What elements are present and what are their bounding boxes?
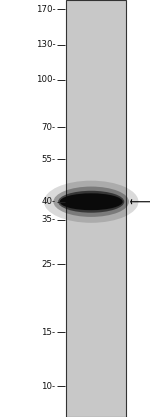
- Text: 170-: 170-: [36, 5, 56, 14]
- Ellipse shape: [44, 181, 138, 223]
- Text: 15-: 15-: [41, 328, 56, 337]
- Text: 55-: 55-: [41, 155, 56, 164]
- Text: 25-: 25-: [41, 260, 56, 269]
- Bar: [66, 0, 126, 417]
- Text: 130-: 130-: [36, 40, 56, 49]
- Text: 40-: 40-: [41, 197, 56, 206]
- Text: 35-: 35-: [41, 215, 56, 224]
- Text: 70-: 70-: [41, 123, 56, 132]
- Ellipse shape: [60, 193, 123, 210]
- Text: 100-: 100-: [36, 75, 56, 84]
- Ellipse shape: [53, 186, 129, 217]
- Ellipse shape: [58, 191, 124, 213]
- Text: 10-: 10-: [41, 382, 56, 391]
